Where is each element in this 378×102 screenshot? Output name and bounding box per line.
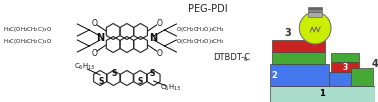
- Text: S: S: [111, 69, 117, 79]
- Text: 4: 4: [371, 59, 378, 69]
- Text: O(CH$_2$CH$_2$O)$_3$CH$_3$: O(CH$_2$CH$_2$O)$_3$CH$_3$: [177, 38, 225, 47]
- Text: H$_3$C(OH$_2$CH$_2$C)$_3$O: H$_3$C(OH$_2$CH$_2$C)$_3$O: [3, 38, 52, 47]
- Text: S: S: [98, 78, 104, 86]
- Bar: [270, 64, 329, 86]
- Text: N: N: [96, 33, 104, 43]
- Text: 6: 6: [244, 57, 247, 62]
- Text: 2: 2: [271, 70, 277, 79]
- Bar: [308, 9, 322, 12]
- Text: O: O: [156, 48, 163, 58]
- Text: O: O: [156, 18, 163, 28]
- Text: PEG-PDI: PEG-PDI: [188, 4, 228, 14]
- Text: O(CH$_2$CH$_2$O)$_3$CH$_3$: O(CH$_2$CH$_2$O)$_3$CH$_3$: [177, 24, 225, 33]
- Bar: [351, 68, 373, 86]
- Bar: [331, 53, 359, 62]
- Bar: [308, 12, 322, 17]
- Bar: [308, 7, 322, 9]
- Bar: [270, 86, 375, 102]
- Text: 1: 1: [319, 89, 325, 99]
- Text: 3: 3: [284, 28, 291, 38]
- Text: N: N: [150, 33, 158, 43]
- Text: S: S: [137, 78, 143, 86]
- Text: O: O: [91, 18, 97, 28]
- Bar: [271, 40, 325, 52]
- Text: 3: 3: [342, 63, 347, 72]
- Bar: [329, 72, 363, 86]
- Text: H$_3$C(OH$_2$CH$_2$C)$_3$O: H$_3$C(OH$_2$CH$_2$C)$_3$O: [3, 24, 52, 33]
- Text: DTBDT-C: DTBDT-C: [213, 53, 250, 62]
- Text: C$_6$H$_{13}$: C$_6$H$_{13}$: [73, 62, 95, 72]
- Text: O: O: [91, 48, 97, 58]
- Text: C$_6$H$_{13}$: C$_6$H$_{13}$: [160, 83, 181, 93]
- Bar: [271, 52, 325, 64]
- Text: S: S: [150, 69, 155, 79]
- Bar: [331, 62, 359, 72]
- Circle shape: [299, 12, 331, 44]
